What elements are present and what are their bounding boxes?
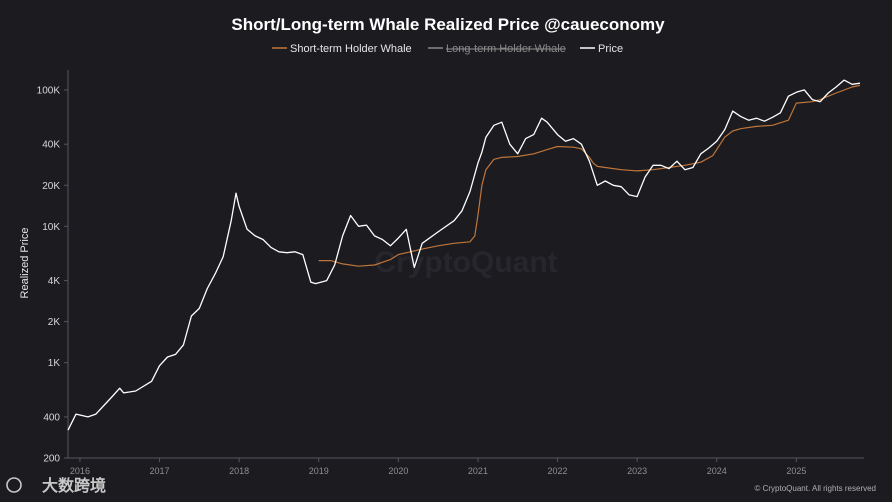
brand-logo-icon — [6, 477, 22, 493]
x-tick-label: 2023 — [627, 466, 647, 476]
watermark: CryptoQuant — [374, 246, 557, 279]
legend: Short-term Holder Whale Long-term Holder… — [272, 43, 623, 55]
x-tick-label: 2022 — [548, 466, 568, 476]
series-layer — [67, 79, 861, 431]
legend-item-price[interactable]: Price — [580, 43, 623, 55]
x-tick-label: 2018 — [229, 466, 249, 476]
y-tick-label: 20K — [42, 181, 60, 192]
y-tick-label: 2K — [48, 317, 61, 328]
legend-label-long-term: Long-term Holder Whale — [446, 43, 566, 55]
y-tick-label: 10K — [42, 222, 60, 233]
y-tick-label: 100K — [37, 85, 61, 96]
legend-label-short-term: Short-term Holder Whale — [290, 43, 412, 55]
y-tick-label: 400 — [43, 412, 60, 423]
chart-title: Short/Long-term Whale Realized Price @ca… — [231, 15, 665, 34]
y-axis-label: Realized Price — [19, 228, 31, 299]
y-tick-label: 4K — [48, 276, 61, 287]
legend-item-short-term[interactable]: Short-term Holder Whale — [272, 43, 412, 55]
y-tick-label: 1K — [48, 358, 61, 369]
y-tick-label: 200 — [43, 454, 60, 465]
brand-logo: 大数跨境 — [6, 476, 106, 495]
brand-logo-text: 大数跨境 — [42, 476, 106, 495]
series-line-short-term-holder-whale — [318, 84, 861, 267]
x-tick-label: 2016 — [70, 466, 90, 476]
legend-item-long-term[interactable]: Long-term Holder Whale — [428, 43, 566, 55]
x-tick-label: 2021 — [468, 466, 488, 476]
y-tick-label: 40K — [42, 140, 60, 151]
x-tick-label: 2024 — [707, 466, 727, 476]
legend-label-price: Price — [598, 43, 623, 55]
y-axis: 200 400 1K 2K 4K 10K 20K 40K 100K — [37, 70, 69, 465]
series-line-price — [67, 79, 861, 431]
x-tick-label: 2019 — [309, 466, 329, 476]
credit-text: © CryptoQuant. All rights reserved — [755, 484, 877, 493]
x-tick-label: 2020 — [388, 466, 408, 476]
x-axis: 2016 2017 2018 2019 2020 2021 2022 2023 2024 2025 — [68, 457, 864, 476]
x-tick-label: 2025 — [786, 466, 806, 476]
x-tick-label: 2017 — [150, 466, 170, 476]
